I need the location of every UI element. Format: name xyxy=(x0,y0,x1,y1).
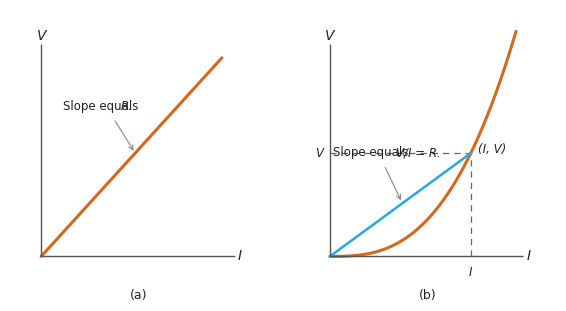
Text: V/I = R.: V/I = R. xyxy=(396,146,440,159)
Text: Slope equals: Slope equals xyxy=(333,146,413,159)
Text: Slope equals: Slope equals xyxy=(63,100,142,114)
Text: R.: R. xyxy=(121,100,132,114)
Text: V: V xyxy=(315,146,323,160)
Text: (b): (b) xyxy=(418,289,436,302)
Text: I: I xyxy=(526,249,531,263)
Text: (I, V): (I, V) xyxy=(478,143,507,156)
Text: I: I xyxy=(238,249,242,263)
Text: (a): (a) xyxy=(130,289,147,302)
Text: I: I xyxy=(469,266,473,279)
Text: V: V xyxy=(325,29,335,43)
Text: V: V xyxy=(36,29,46,43)
